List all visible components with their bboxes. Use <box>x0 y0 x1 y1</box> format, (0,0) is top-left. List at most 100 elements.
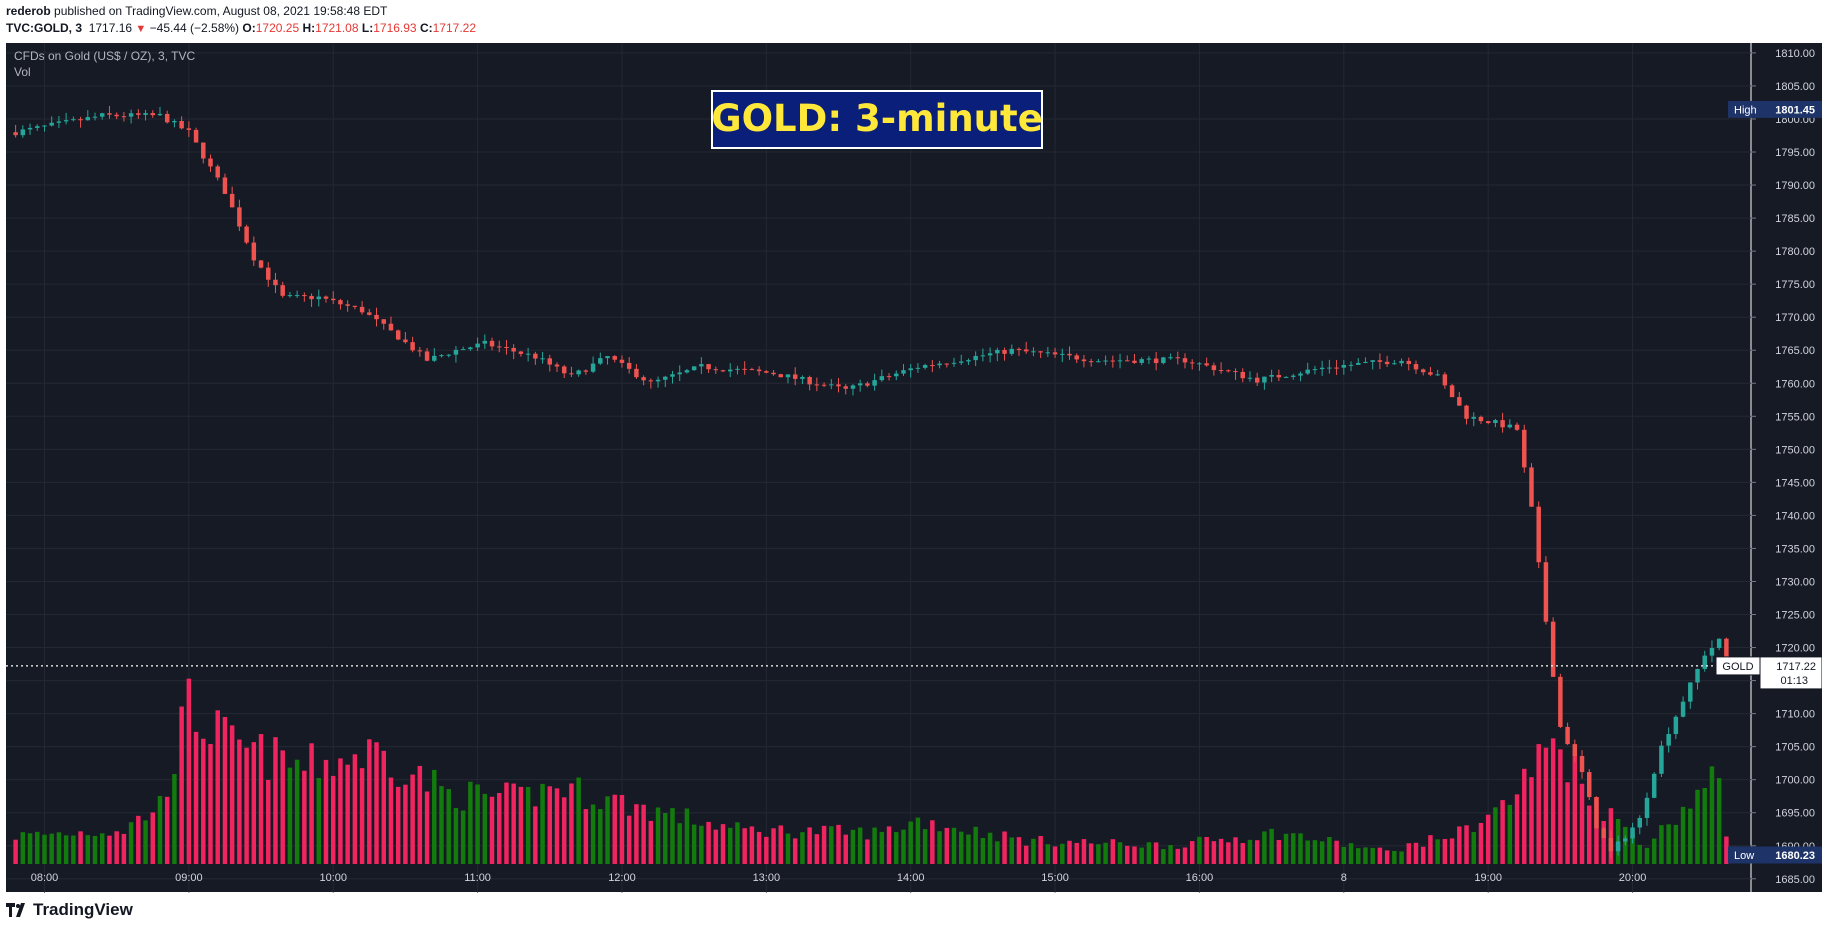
chart-background <box>6 43 1822 893</box>
candle-body <box>35 126 40 128</box>
candle-body <box>619 359 625 363</box>
volume-bar <box>800 832 805 864</box>
candle-body <box>1197 363 1202 365</box>
candle-body <box>792 374 798 379</box>
volume-bar <box>821 825 827 864</box>
candle-body <box>1254 377 1260 383</box>
volume-bar <box>1493 807 1498 864</box>
volume-bar <box>280 750 285 864</box>
candle-body <box>49 122 54 126</box>
volume-bar <box>1572 753 1578 864</box>
volume-bar <box>1305 840 1310 864</box>
volume-bar <box>208 744 213 864</box>
volume-bar <box>670 808 675 864</box>
candle-body <box>222 177 228 194</box>
price-tick-label: 1725.00 <box>1775 610 1815 622</box>
candle-body <box>1175 357 1181 359</box>
candle-body <box>1485 421 1491 424</box>
price-tick-label: 1780.00 <box>1775 246 1815 258</box>
candle-body <box>1211 365 1217 371</box>
candle-body <box>1117 360 1123 362</box>
time-tick-label: 8 <box>1341 872 1347 884</box>
candle-body <box>1189 362 1195 364</box>
candle-body <box>533 353 538 359</box>
volume-bar <box>482 793 488 864</box>
volume-bar <box>1428 835 1433 864</box>
open-label: O: <box>242 21 256 35</box>
candle-body <box>388 323 394 331</box>
volume-bar <box>785 833 791 864</box>
candle-body <box>497 346 502 348</box>
candle-body <box>330 298 336 301</box>
candle-body <box>1680 701 1686 717</box>
volume-bar <box>540 783 545 864</box>
volume-bar <box>85 835 91 864</box>
candle-body <box>1399 360 1404 364</box>
volume-bar <box>42 834 47 864</box>
volume-bar <box>460 810 466 864</box>
volume-bar <box>338 758 343 864</box>
candle-body <box>1558 676 1563 727</box>
candle-body <box>359 306 365 313</box>
volume-bar <box>287 767 293 864</box>
candle-body <box>1139 359 1144 363</box>
volume-bar <box>857 827 863 864</box>
candle-body <box>1153 358 1159 364</box>
price-tick-label: 1705.00 <box>1775 742 1815 754</box>
tradingview-footer[interactable]: TradingView <box>6 900 133 920</box>
candle-body <box>605 356 610 359</box>
candle-body <box>973 355 978 361</box>
volume-bar <box>1038 835 1043 864</box>
price-chart[interactable]: 1810.001805.001800.001795.001790.001785.… <box>6 43 1822 893</box>
candle-body <box>1052 352 1058 355</box>
publisher-name[interactable]: rederob <box>6 4 51 18</box>
volume-bar <box>215 710 220 864</box>
current-price-tag: GOLD 1717.22 01:13 <box>1715 656 1822 690</box>
candle-body <box>309 295 314 300</box>
time-axis[interactable]: 08:00 09:00 10:00 11:00 12:00 13:00 14:00 15:00… <box>31 872 1647 893</box>
candle-body <box>482 340 488 344</box>
candle-body <box>85 117 91 121</box>
volume-bar <box>1139 847 1144 864</box>
candle-body <box>980 355 986 357</box>
volume-bar <box>1319 841 1325 864</box>
candle-body <box>1298 373 1303 376</box>
volume-bar <box>1644 847 1650 864</box>
volume-bar <box>764 836 769 864</box>
volume-bar <box>179 706 184 864</box>
volume-bar <box>323 759 329 864</box>
candle-body <box>1226 370 1231 372</box>
candle-body <box>143 113 148 115</box>
candle-body <box>1262 376 1267 383</box>
candle-body <box>1204 363 1209 366</box>
candle-body <box>468 347 473 350</box>
instrument-legend[interactable]: CFDs on Gold (US$ / OZ), 3, TVC <box>14 49 195 63</box>
volume-bar <box>901 829 906 864</box>
candle-body <box>547 358 553 365</box>
volume-bar <box>1226 842 1231 864</box>
volume-bar <box>598 809 603 864</box>
candle-body <box>13 132 18 136</box>
volume-bar <box>525 786 531 864</box>
volume-bar <box>894 832 899 864</box>
volume-bar <box>792 838 798 864</box>
volume-bar <box>663 813 668 864</box>
candle-body <box>1457 397 1462 406</box>
volume-bar <box>150 812 155 864</box>
volume-legend[interactable]: Vol <box>14 65 31 79</box>
candle-body <box>186 128 192 130</box>
close-value: 1717.22 <box>432 21 477 35</box>
candle-body <box>1587 772 1592 798</box>
candle-body <box>294 295 300 297</box>
volume-bar <box>872 827 877 864</box>
candle-body <box>554 364 560 367</box>
volume-bar <box>1637 844 1643 864</box>
volume-bar <box>489 796 495 864</box>
volume-bar <box>756 831 762 864</box>
volume-bar <box>1471 832 1476 864</box>
volume-bar <box>951 827 957 864</box>
time-tick-label: 12:00 <box>608 872 636 884</box>
volume-bar <box>612 794 617 864</box>
volume-bar <box>1500 800 1505 864</box>
candle-body <box>764 371 769 373</box>
